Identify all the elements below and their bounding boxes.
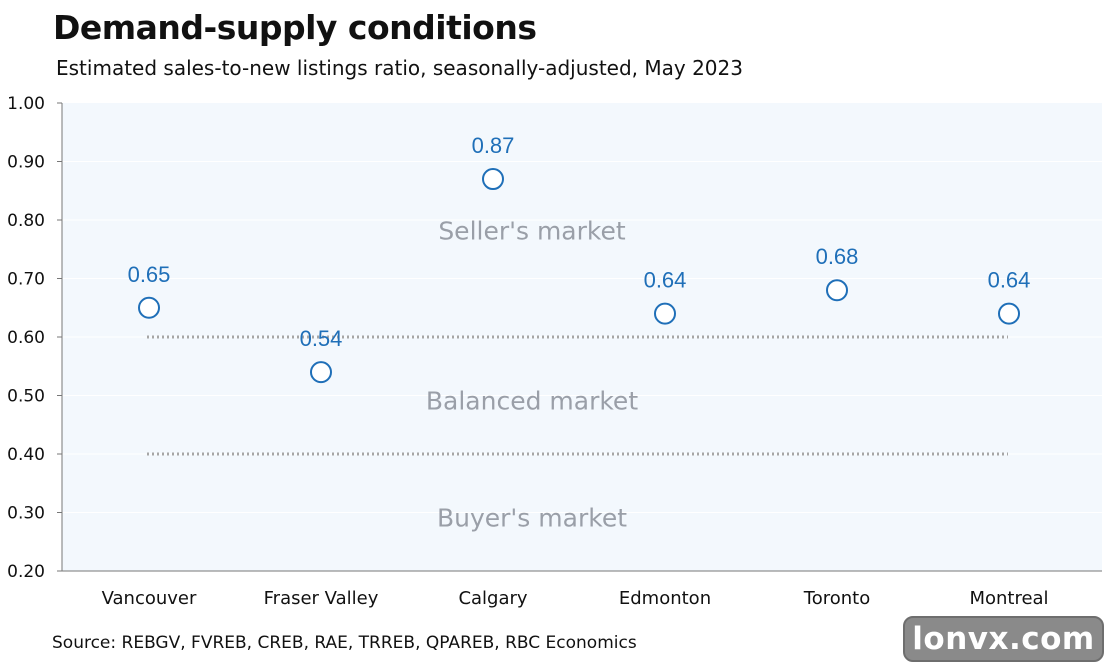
y-tick-label: 0.40	[7, 445, 45, 465]
zone-label: Seller's market	[438, 217, 626, 246]
y-tick-label: 0.90	[7, 153, 45, 173]
x-tick-label: Calgary	[458, 588, 527, 609]
data-points	[138, 168, 1020, 384]
watermark-logo: lonvx.com	[903, 616, 1104, 662]
x-tick-label: Vancouver	[102, 588, 197, 609]
data-label: 0.64	[988, 268, 1031, 293]
data-point	[310, 361, 332, 384]
data-label: 0.87	[472, 133, 515, 158]
zone-label: Balanced market	[426, 386, 638, 415]
x-tick-label: Toronto	[803, 588, 870, 609]
x-tick-label: Montreal	[969, 588, 1048, 609]
data-point	[138, 296, 160, 319]
y-tick-label: 1.00	[7, 94, 45, 114]
data-labels: 0.65 0.54 0.87 0.64 0.68 0.64	[128, 133, 1031, 351]
data-point	[482, 168, 504, 191]
data-point	[826, 279, 848, 302]
data-label: 0.54	[300, 326, 343, 351]
y-tick-label: 0.80	[7, 211, 45, 231]
y-tick-label: 0.20	[7, 562, 45, 582]
data-point	[654, 302, 676, 325]
zone-labels: Seller's market Balanced market Buyer's ma…	[426, 217, 638, 533]
source-note: Source: REBGV, FVREB, CREB, RAE, TRREB, …	[52, 633, 637, 653]
y-tick-label: 0.30	[7, 504, 45, 524]
chart-subtitle: Estimated sales-to-new listings ratio, s…	[56, 56, 743, 80]
zone-label: Buyer's market	[437, 503, 627, 532]
y-tick-label: 0.70	[7, 270, 45, 290]
chart-title: Demand-supply conditions	[53, 8, 537, 47]
y-tick-label: 0.50	[7, 387, 45, 407]
y-axis-ticks: 1.00 0.90 0.80 0.70 0.60 0.50 0.40 0.30 0.20	[7, 94, 62, 582]
x-axis-labels: Vancouver Fraser Valley Calgary Edmonton Tor…	[102, 588, 1049, 609]
data-point	[998, 302, 1020, 325]
data-label: 0.68	[816, 244, 859, 269]
data-label: 0.65	[128, 262, 171, 287]
threshold-lines	[147, 335, 1008, 456]
y-tick-label: 0.60	[7, 328, 45, 348]
data-label: 0.64	[644, 268, 687, 293]
x-tick-label: Fraser Valley	[264, 588, 379, 609]
x-tick-label: Edmonton	[619, 588, 711, 609]
